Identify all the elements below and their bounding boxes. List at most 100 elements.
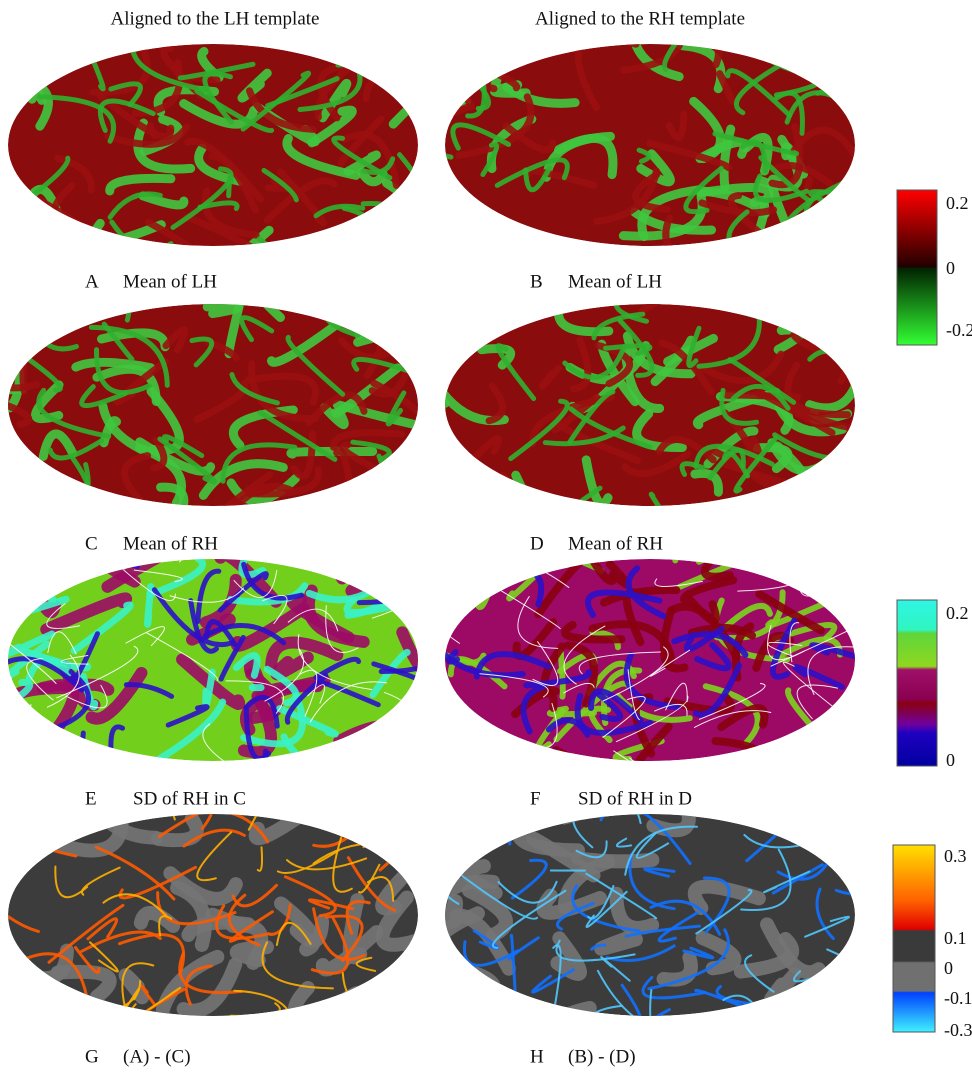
map-texture: [785, 3, 845, 58]
panel-letter: A: [85, 271, 99, 292]
map-texture: [439, 944, 445, 985]
map-texture: [478, 13, 500, 68]
column-header: Aligned to the RH template: [535, 8, 745, 29]
map-texture: [578, 858, 652, 861]
map-texture: [444, 577, 470, 596]
map-texture: [73, 1014, 91, 1028]
map-texture: [296, 744, 375, 794]
map-texture: [790, 16, 831, 56]
map-texture: [845, 844, 899, 868]
map-texture: [0, 34, 12, 94]
map-texture: [33, 485, 94, 509]
map-texture: [359, 308, 435, 334]
map-panel: [0, 771, 456, 1067]
map-texture: [473, 1015, 533, 1040]
colorbar: [897, 190, 937, 345]
map-texture: [818, 37, 851, 93]
map-texture: [401, 49, 444, 73]
map-texture: [473, 1007, 498, 1060]
map-texture: [34, 474, 62, 487]
map-texture: [734, 282, 797, 316]
colorbar-tick-label: 0.3: [944, 846, 967, 866]
map-texture: [456, 559, 485, 591]
map-texture: [98, 1007, 126, 1011]
map-texture: [363, 203, 407, 252]
map-texture: [472, 36, 535, 52]
map-texture: [427, 996, 451, 1030]
map-texture: [88, 1004, 116, 1020]
panel-caption: Mean of LH: [568, 271, 662, 292]
map-texture: [601, 938, 636, 948]
map-texture: [841, 334, 849, 382]
map-texture: [485, 475, 515, 496]
map-texture: [0, 195, 10, 230]
colorbar-tick-label: -0.3: [944, 1020, 972, 1040]
colorbar-tick-label: 0.1: [944, 928, 967, 948]
map-texture: [229, 176, 232, 196]
map-texture: [465, 507, 529, 561]
map-texture: [339, 495, 366, 515]
map-texture: [207, 306, 238, 313]
map-texture: [811, 758, 843, 795]
map-texture: [476, 481, 518, 501]
map-texture: [789, 28, 854, 59]
map-texture: [699, 528, 776, 561]
map-texture: [561, 652, 563, 696]
map-texture: [386, 183, 424, 206]
panel-caption: SD of RH in D: [578, 788, 692, 809]
map-texture: [675, 514, 681, 561]
map-texture: [8, 978, 37, 1008]
map-texture: [632, 1010, 669, 1056]
map-texture: [0, 963, 32, 1020]
map-texture: [374, 1015, 439, 1068]
map-texture: [794, 475, 846, 531]
map-texture: [10, 350, 19, 408]
colorbar-tick-label: 0: [944, 958, 953, 978]
panel-letter: F: [530, 788, 541, 809]
panel-caption: (A) - (C): [123, 1046, 191, 1067]
map-texture: [482, 40, 508, 56]
map-texture: [738, 502, 816, 538]
map-texture: [795, 54, 816, 72]
map-texture: [379, 43, 415, 57]
map-texture: [291, 451, 373, 454]
panel-letter: G: [85, 1046, 99, 1067]
map-texture: [338, 62, 405, 65]
map-texture: [102, 1004, 136, 1052]
map-texture: [770, 743, 812, 780]
map-panel: [371, 0, 884, 268]
map-texture: [465, 1000, 513, 1007]
map-texture: [390, 745, 469, 786]
map-texture: [453, 734, 502, 776]
map-texture: [754, 761, 761, 820]
column-header: Aligned to the LH template: [111, 8, 320, 29]
colorbar-tick-label: -0.2: [946, 320, 972, 340]
map-texture: [765, 811, 826, 824]
panel-letter: E: [85, 788, 97, 809]
colorbar-tick-label: 0.2: [946, 193, 969, 213]
map-texture: [470, 517, 532, 563]
map-texture: [520, 239, 583, 247]
map-panel: [0, 522, 469, 795]
map-texture: [0, 601, 24, 616]
map-texture: [396, 475, 459, 522]
map-panel: [404, 252, 873, 547]
map-texture: [29, 291, 99, 307]
map-texture: [85, 760, 129, 778]
colorbar-tick-label: 0: [946, 258, 955, 278]
map-texture: [1, 545, 52, 568]
map-texture: [0, 319, 25, 342]
map-texture: [370, 296, 411, 330]
map-texture: [19, 549, 53, 599]
panel-letter: H: [530, 1046, 544, 1067]
map-texture: [76, 362, 151, 368]
map-texture: [799, 571, 834, 596]
colorbar-tick-label: -0.1: [944, 988, 972, 1008]
panel-letter: B: [530, 271, 543, 292]
map-texture: [782, 486, 812, 536]
map-texture: [358, 332, 409, 344]
map-texture: [447, 542, 477, 593]
map-texture: [452, 731, 522, 788]
map-texture: [370, 218, 449, 273]
map-texture: [338, 491, 365, 516]
